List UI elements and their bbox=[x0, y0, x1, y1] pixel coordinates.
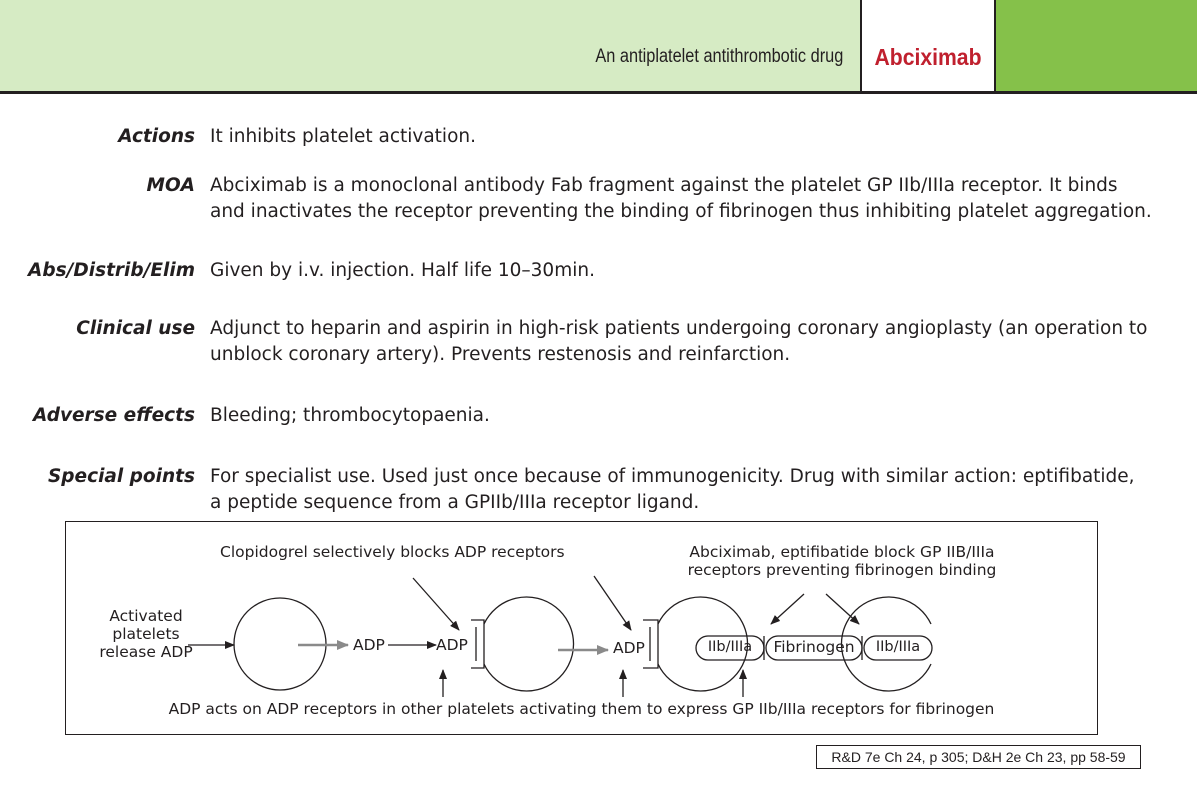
adp-label: ADP bbox=[353, 636, 385, 654]
diagram-graphics bbox=[188, 575, 933, 697]
clopidogrel-label: Clopidogrel selectively blocks ADP recep… bbox=[220, 543, 565, 561]
gp-receptor-left-label: IIb/IIIa bbox=[707, 639, 753, 655]
drug-title: Abciximab bbox=[874, 44, 982, 70]
adp-receptor-bracket-2 bbox=[643, 619, 659, 669]
clopidogrel-arrow-2 bbox=[593, 575, 632, 631]
section-text: Adjunct to heparin and aspirin in high-r… bbox=[210, 316, 1180, 368]
abciximab-line: receptors preventing fibrinogen binding bbox=[687, 561, 997, 579]
section-line: Given by i.v. injection. Half life 10–30… bbox=[210, 260, 595, 281]
clopidogrel-arrow-1 bbox=[412, 577, 460, 631]
section-line: a peptide sequence from a GPIIb/IIIa rec… bbox=[210, 492, 700, 513]
section-line: unblock coronary artery). Prevents reste… bbox=[210, 344, 791, 365]
drug-class-subtitle: An antiplatelet antithrombotic drug bbox=[595, 46, 843, 67]
mechanism-diagram: Activated platelets release ADP Clopidog… bbox=[65, 521, 1098, 735]
section-label: Special points bbox=[47, 466, 195, 487]
fibrinogen-label: Fibrinogen bbox=[773, 638, 855, 656]
header-rule bbox=[0, 91, 1197, 94]
section-line: It inhibits platelet activation. bbox=[210, 126, 476, 147]
section-label: MOA bbox=[146, 175, 195, 196]
section-label: Abs/Distrib/Elim bbox=[28, 260, 195, 281]
activated-line: Activated bbox=[109, 607, 183, 625]
section-line: and inactivates the receptor preventing … bbox=[210, 201, 1152, 222]
activated-line: release ADP bbox=[99, 643, 193, 661]
section-label: Clinical use bbox=[76, 318, 195, 339]
adp-receptor-label-1: ADP bbox=[436, 636, 468, 654]
gp-receptor-right bbox=[863, 635, 933, 661]
adp-action-caption: ADP acts on ADP receptors in other plate… bbox=[168, 700, 995, 718]
section-text: Abciximab is a monoclonal antibody Fab f… bbox=[210, 173, 1180, 225]
section-text: It inhibits platelet activation. bbox=[210, 124, 1180, 150]
section-text: Bleeding; thrombocytopaenia. bbox=[210, 403, 1180, 429]
section-line: Adjunct to heparin and aspirin in high-r… bbox=[210, 318, 1148, 339]
title-box bbox=[860, 0, 996, 92]
abciximab-line: Abciximab, eptifibatide block GP IIB/III… bbox=[689, 543, 995, 561]
section-line: Bleeding; thrombocytopaenia. bbox=[210, 405, 490, 426]
reference-box: R&D 7e Ch 24, p 305; D&H 2e Ch 23, pp 58… bbox=[816, 745, 1141, 769]
abciximab-label: Abciximab, eptifibatide block GP IIB/III… bbox=[682, 543, 1002, 579]
gp-receptor-right-label: IIb/IIIa bbox=[875, 639, 921, 655]
header-light-band bbox=[0, 0, 862, 92]
section-text: For specialist use. Used just once becau… bbox=[210, 464, 1180, 516]
activated-line: platelets bbox=[112, 625, 180, 643]
adp-receptor-label-2: ADP bbox=[613, 639, 645, 657]
abciximab-arrow-left bbox=[770, 593, 805, 625]
platelet-2 bbox=[483, 596, 575, 692]
section-line: For specialist use. Used just once becau… bbox=[210, 466, 1135, 487]
adp-receptor-bracket-1 bbox=[471, 619, 485, 669]
abciximab-arrow-right bbox=[825, 593, 860, 625]
header-band: An antiplatelet antithrombotic drug Abci… bbox=[0, 0, 1197, 94]
section-label: Adverse effects bbox=[32, 405, 195, 426]
section-label: Actions bbox=[118, 126, 195, 147]
activated-platelets-label: Activated platelets release ADP bbox=[96, 607, 196, 661]
platelet-3 bbox=[657, 596, 749, 692]
header-dark-band bbox=[996, 0, 1197, 92]
platelet-4 bbox=[840, 596, 932, 692]
section-line: Abciximab is a monoclonal antibody Fab f… bbox=[210, 175, 1118, 196]
section-text: Given by i.v. injection. Half life 10–30… bbox=[210, 258, 1180, 284]
